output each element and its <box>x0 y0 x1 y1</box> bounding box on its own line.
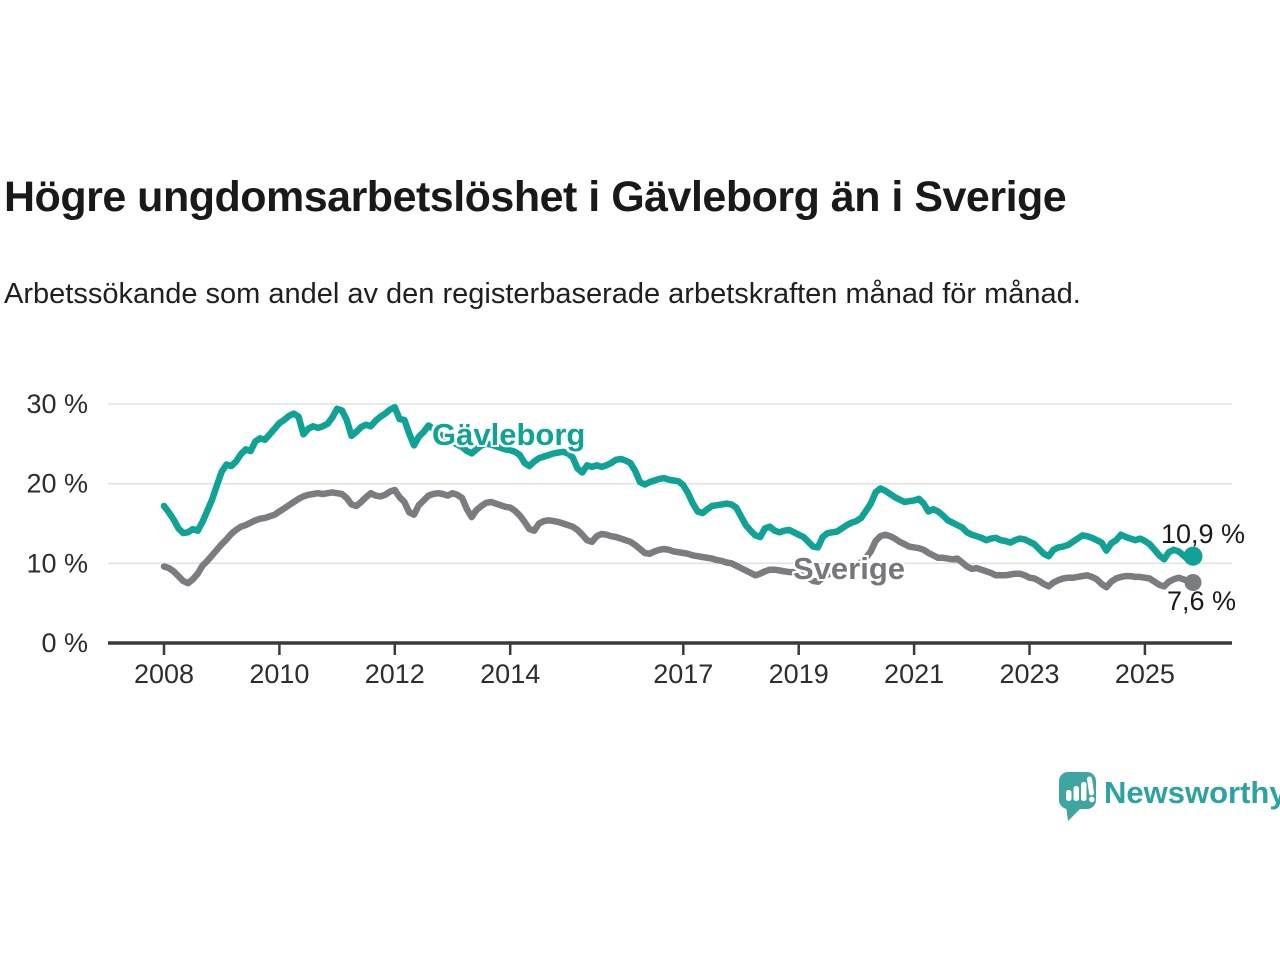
x-tick-label: 2010 <box>249 659 309 689</box>
newsworthy-wordmark: Newsworthy <box>1104 775 1280 810</box>
x-tick-label: 2021 <box>884 659 944 689</box>
x-tick-label: 2025 <box>1115 659 1175 689</box>
logo-bubble-tail <box>1066 806 1083 821</box>
logo-bar-tall <box>1081 782 1087 801</box>
logo-exclamation-dot <box>1089 796 1095 803</box>
chart-subtitle: Arbetssökande som andel av den registerb… <box>4 278 1081 310</box>
series-label-gavleborg: Gävleborg <box>432 417 586 452</box>
logo-exclamation-stroke <box>1087 776 1094 796</box>
gavleborg-end-dot <box>1183 546 1203 566</box>
y-tick-label: 0 % <box>41 628 88 658</box>
x-tick-label: 2014 <box>480 659 540 689</box>
sverige-end-dot <box>1184 574 1202 591</box>
series-label-sverige: Sverige <box>793 551 906 586</box>
x-tick-label: 2019 <box>769 659 829 689</box>
y-tick-label: 20 % <box>26 469 88 499</box>
x-tick-label: 2008 <box>134 659 194 689</box>
newsworthy-logo-icon <box>1059 772 1096 821</box>
page-title: Högre ungdomsarbetslöshet i Gävleborg än… <box>4 172 1067 221</box>
logo-bar-medium <box>1073 786 1079 801</box>
y-tick-label: 10 % <box>26 548 88 578</box>
x-tick-label: 2023 <box>999 659 1059 689</box>
x-tick-label: 2017 <box>653 659 713 689</box>
y-tick-label: 30 % <box>26 389 88 419</box>
gavleborg-line <box>160 403 1197 563</box>
x-tick-label: 2012 <box>365 659 425 689</box>
end-value-gavleborg: 10,9 % <box>1161 519 1246 549</box>
logo-bar-small <box>1066 790 1072 801</box>
sverige-line <box>160 486 1197 591</box>
end-value-sverige: 7,6 % <box>1167 586 1237 616</box>
